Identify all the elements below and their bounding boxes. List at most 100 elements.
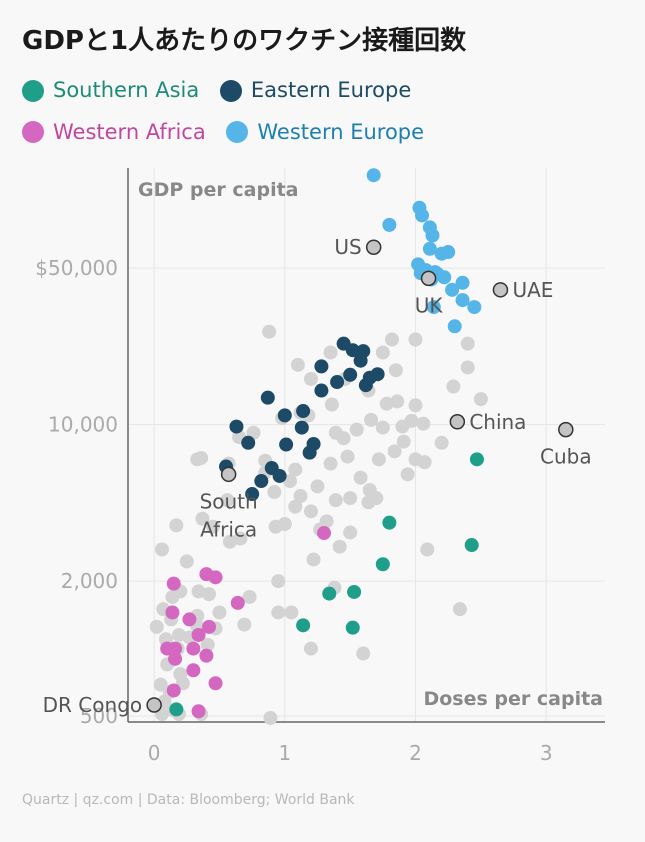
- source-footer: Quartz | qz.com | Data: Bloomberg; World…: [22, 792, 355, 808]
- point-western-europe: [437, 270, 452, 285]
- point-other: [271, 605, 286, 620]
- point-eastern-europe: [229, 419, 244, 434]
- point-other: [371, 452, 386, 467]
- point-other: [336, 431, 351, 446]
- point-highlighted: [220, 466, 237, 483]
- point-other: [149, 619, 164, 634]
- point-other: [212, 605, 227, 620]
- legend-item-eastern-europe: Eastern Europe: [219, 72, 411, 109]
- point-eastern-europe: [330, 375, 345, 390]
- chart-title: GDPと1人あたりのワクチン接種回数: [22, 26, 467, 56]
- point-other: [237, 617, 252, 632]
- point-other: [375, 345, 390, 360]
- point-other: [420, 542, 435, 557]
- point-other: [384, 332, 399, 347]
- point-other: [332, 539, 347, 554]
- x-tick-label: 3: [540, 741, 553, 765]
- point-highlighted: [449, 414, 466, 430]
- point-eastern-europe: [277, 408, 292, 423]
- point-western-africa: [208, 676, 223, 691]
- point-southern-asia: [382, 515, 397, 530]
- point-western-africa: [168, 651, 183, 666]
- point-other: [408, 332, 423, 347]
- point-other: [306, 552, 321, 567]
- point-highlighted: [365, 239, 382, 255]
- point-western-africa: [191, 704, 206, 719]
- point-western-europe: [467, 300, 482, 315]
- y-tick-label: 2,000: [61, 569, 118, 593]
- point-other: [179, 554, 194, 569]
- point-other: [396, 434, 411, 449]
- point-other: [473, 392, 488, 407]
- point-other: [288, 499, 303, 514]
- point-eastern-europe: [370, 367, 385, 382]
- annotation-cuba: Cuba: [540, 445, 592, 469]
- point-eastern-europe: [254, 474, 269, 489]
- point-other: [200, 637, 215, 652]
- point-other: [395, 419, 410, 434]
- x-tick-label: 1: [278, 741, 291, 765]
- point-eastern-europe: [345, 343, 360, 358]
- point-western-europe: [426, 300, 441, 315]
- point-other: [195, 511, 210, 526]
- point-other: [343, 525, 358, 540]
- point-southern-asia: [169, 702, 184, 717]
- point-other: [169, 518, 184, 533]
- point-other: [283, 474, 298, 489]
- point-other: [303, 641, 318, 656]
- x-axis-title: Doses per capita: [423, 688, 603, 710]
- point-other: [194, 450, 209, 465]
- point-southern-asia: [345, 620, 360, 635]
- point-western-africa: [230, 595, 245, 610]
- point-other: [324, 397, 339, 412]
- y-tick-label: 500: [80, 704, 118, 728]
- point-eastern-europe: [302, 445, 317, 460]
- point-other: [452, 602, 467, 617]
- legend-swatch: [22, 79, 44, 102]
- point-other: [349, 422, 364, 437]
- point-western-europe: [415, 208, 430, 223]
- point-other: [388, 363, 403, 378]
- point-other: [416, 416, 431, 431]
- legend-swatch: [226, 121, 249, 143]
- annotation-line: South: [200, 489, 258, 513]
- point-western-africa: [182, 612, 197, 627]
- point-western-europe: [441, 245, 456, 260]
- point-western-africa: [186, 663, 201, 678]
- point-other: [263, 710, 278, 725]
- point-western-africa: [166, 576, 181, 591]
- point-other: [434, 435, 449, 450]
- point-other: [460, 360, 475, 375]
- annotation-south-africa: South Africa: [200, 489, 258, 541]
- point-western-europe: [422, 241, 437, 256]
- annotation-uk: UK: [415, 293, 444, 317]
- point-highlighted: [146, 697, 162, 713]
- point-southern-asia: [322, 586, 337, 601]
- point-eastern-europe: [245, 487, 260, 502]
- point-other: [310, 479, 325, 494]
- point-other: [202, 587, 217, 602]
- point-eastern-europe: [353, 353, 368, 368]
- y-tick-label: 10,000: [48, 413, 118, 437]
- legend-label: Western Africa: [53, 119, 206, 144]
- point-eastern-europe: [358, 378, 373, 393]
- point-highlighted: [558, 421, 574, 438]
- y-axis-title: GDP per capita: [138, 179, 298, 201]
- point-other: [303, 371, 318, 386]
- point-other: [408, 398, 423, 413]
- point-other: [417, 455, 432, 470]
- point-eastern-europe: [314, 359, 329, 374]
- point-southern-asia: [347, 584, 362, 599]
- annotation-line: Africa: [200, 517, 257, 541]
- point-other: [328, 493, 343, 508]
- legend: Southern Asia Eastern Europe Western Afr…: [22, 72, 622, 155]
- point-western-europe: [445, 282, 460, 297]
- legend-item-southern-asia: Southern Asia: [22, 72, 199, 109]
- annotation-china: China: [469, 410, 526, 434]
- point-western-africa: [186, 641, 201, 656]
- point-eastern-europe: [241, 435, 256, 450]
- point-southern-asia: [464, 538, 479, 553]
- point-other: [446, 379, 461, 394]
- annotation-us: US: [334, 235, 361, 259]
